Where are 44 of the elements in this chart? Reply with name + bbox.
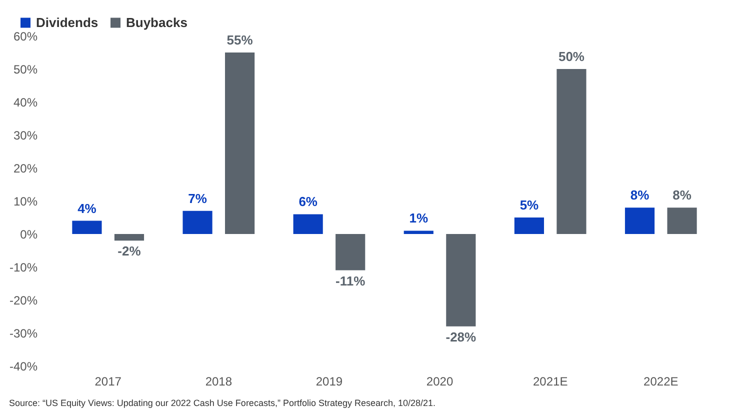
- legend-label: Dividends: [36, 14, 98, 30]
- y-tick-label: -20%: [9, 294, 38, 308]
- x-tick-label: 2017: [94, 374, 122, 388]
- bar: [624, 208, 655, 234]
- data-label: -28%: [446, 329, 477, 344]
- y-tick-label: -10%: [9, 260, 38, 274]
- legend-label: Buybacks: [126, 14, 188, 30]
- data-label: 8%: [672, 188, 692, 203]
- data-label: 6%: [298, 194, 318, 210]
- data-label: 50%: [558, 49, 585, 64]
- y-tick-label: 60%: [13, 30, 38, 44]
- y-tick-label: 10%: [13, 194, 38, 208]
- bar: [404, 230, 434, 234]
- data-label: -11%: [336, 273, 366, 288]
- bar: [182, 210, 212, 234]
- bar: [336, 234, 366, 270]
- y-tick-label: -30%: [9, 326, 38, 340]
- y-tick-label: 50%: [13, 62, 38, 76]
- data-label: 1%: [409, 210, 428, 226]
- y-tick-label: 30%: [13, 128, 38, 142]
- y-tick-label: 20%: [13, 162, 38, 176]
- x-tick-label: 2021E: [532, 374, 568, 388]
- bar: [667, 208, 697, 234]
- data-label: 5%: [520, 198, 540, 212]
- data-label: 8%: [630, 188, 650, 203]
- x-tick-label: 2020: [426, 374, 454, 388]
- bar: [514, 218, 544, 234]
- source-note: Source: “US Equity Views: Updating our 2022 Cash Use Forecasts,” Portfolio Strategy Research, 10/28/21.: [8, 398, 436, 408]
- bar: [225, 52, 255, 234]
- y-tick-label: 0%: [20, 228, 38, 242]
- y-tick-label: 40%: [13, 96, 38, 110]
- bar: [293, 214, 323, 234]
- data-label: -2%: [118, 244, 142, 259]
- data-label: 55%: [226, 32, 254, 48]
- x-tick-label: 2019: [316, 374, 343, 388]
- y-tick-label: -40%: [9, 360, 38, 374]
- bar: [556, 69, 586, 234]
- bar: [114, 234, 144, 241]
- x-tick-label: 2018: [205, 374, 232, 388]
- bar: [72, 220, 102, 234]
- data-label: 4%: [78, 200, 97, 216]
- bar: [446, 234, 476, 326]
- data-label: 7%: [188, 190, 208, 206]
- x-tick-label: 2022E: [644, 374, 678, 388]
